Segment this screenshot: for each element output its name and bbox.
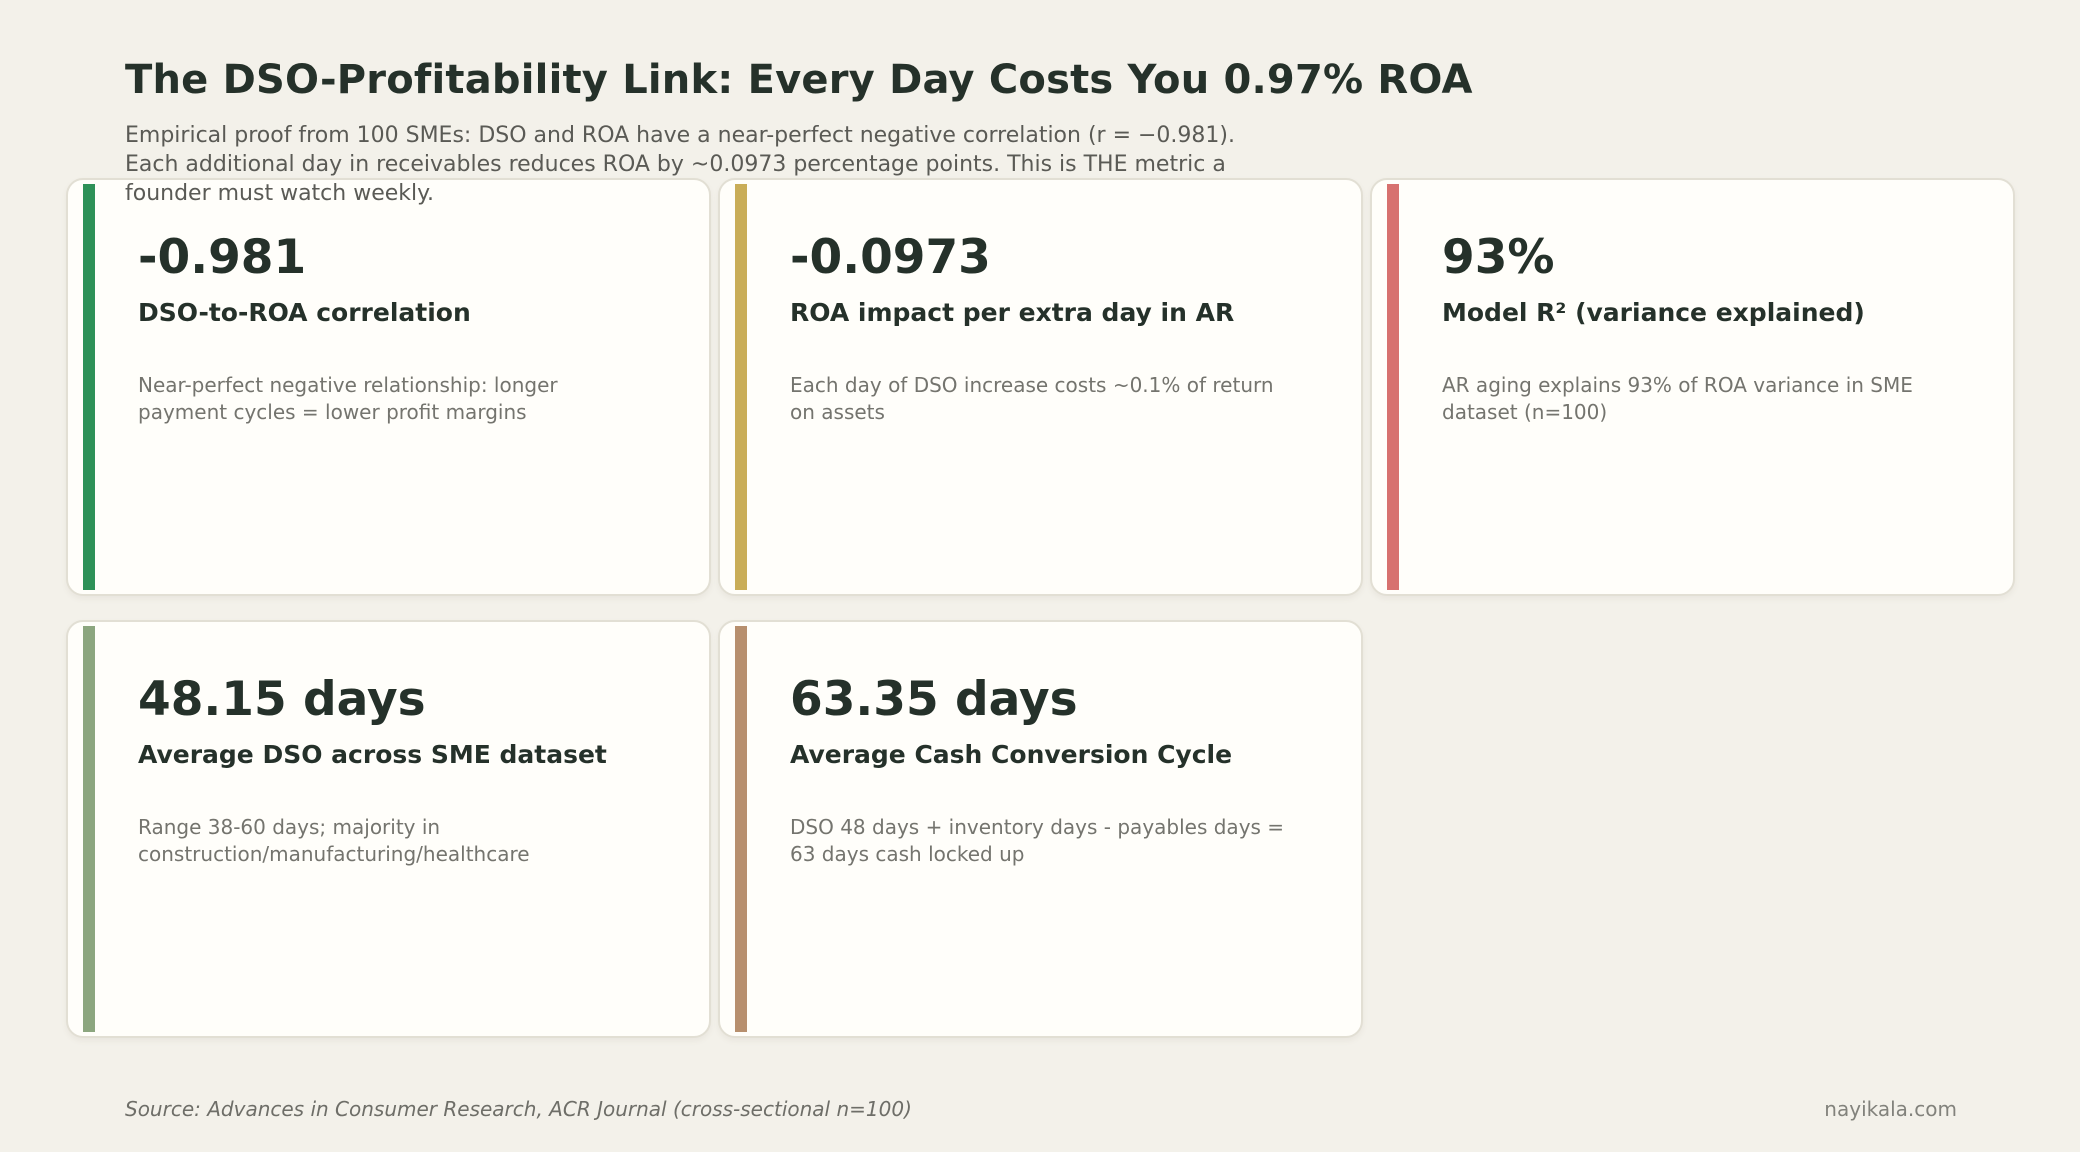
metric-label: Model R² (variance explained)	[1442, 297, 1865, 327]
metric-value: 63.35 days	[790, 672, 1078, 727]
card-content: -0.981 DSO-to-ROA correlation Near-perfe…	[68, 180, 709, 426]
metric-value: 93%	[1442, 230, 1555, 285]
source-note: Source: Advances in Consumer Research, A…	[125, 1097, 912, 1121]
metric-label: Average DSO across SME dataset	[138, 739, 607, 769]
metric-card-correlation: -0.981 DSO-to-ROA correlation Near-perfe…	[66, 178, 711, 596]
page-subtitle: Empirical proof from 100 SMEs: DSO and R…	[125, 123, 1235, 206]
metric-description: Each day of DSO increase costs ~0.1% of …	[790, 372, 1274, 424]
accent-bar	[83, 626, 95, 1032]
site-watermark: nayikala.com	[1824, 1097, 1957, 1121]
page-title: The DSO-Profitability Link: Every Day Co…	[125, 57, 1473, 103]
metric-card-average-dso: 48.15 days Average DSO across SME datase…	[66, 620, 711, 1038]
metric-value: -0.981	[138, 230, 307, 285]
card-content: 48.15 days Average DSO across SME datase…	[68, 622, 709, 868]
metric-label: Average Cash Conversion Cycle	[790, 739, 1233, 769]
metric-card-cash-conversion: 63.35 days Average Cash Conversion Cycle…	[718, 620, 1363, 1038]
accent-bar	[1387, 184, 1399, 590]
card-content: 93% Model R² (variance explained) AR agi…	[1372, 180, 2013, 426]
card-content: -0.0973 ROA impact per extra day in AR E…	[720, 180, 1361, 426]
accent-bar	[83, 184, 95, 590]
metric-card-r-squared: 93% Model R² (variance explained) AR agi…	[1370, 178, 2015, 596]
metric-card-roa-impact: -0.0973 ROA impact per extra day in AR E…	[718, 178, 1363, 596]
metric-description: DSO 48 days + inventory days - payables …	[790, 814, 1285, 866]
metric-label: ROA impact per extra day in AR	[790, 297, 1235, 327]
metric-value: -0.0973	[790, 230, 991, 285]
accent-bar	[735, 184, 747, 590]
footer: Source: Advances in Consumer Research, A…	[125, 1097, 1957, 1121]
card-content: 63.35 days Average Cash Conversion Cycle…	[720, 622, 1361, 868]
metric-card-grid: -0.981 DSO-to-ROA correlation Near-perfe…	[66, 178, 2015, 1038]
metric-label: DSO-to-ROA correlation	[138, 297, 471, 327]
metric-description: Range 38-60 days; majority in constructi…	[138, 814, 530, 866]
metric-value: 48.15 days	[138, 672, 426, 727]
metric-description: Near-perfect negative relationship: long…	[138, 372, 558, 424]
accent-bar	[735, 626, 747, 1032]
metric-description: AR aging explains 93% of ROA variance in…	[1442, 372, 1913, 424]
